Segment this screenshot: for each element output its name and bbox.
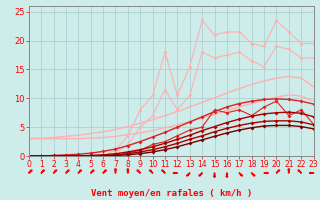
X-axis label: Vent moyen/en rafales ( km/h ): Vent moyen/en rafales ( km/h ) [91,189,252,198]
